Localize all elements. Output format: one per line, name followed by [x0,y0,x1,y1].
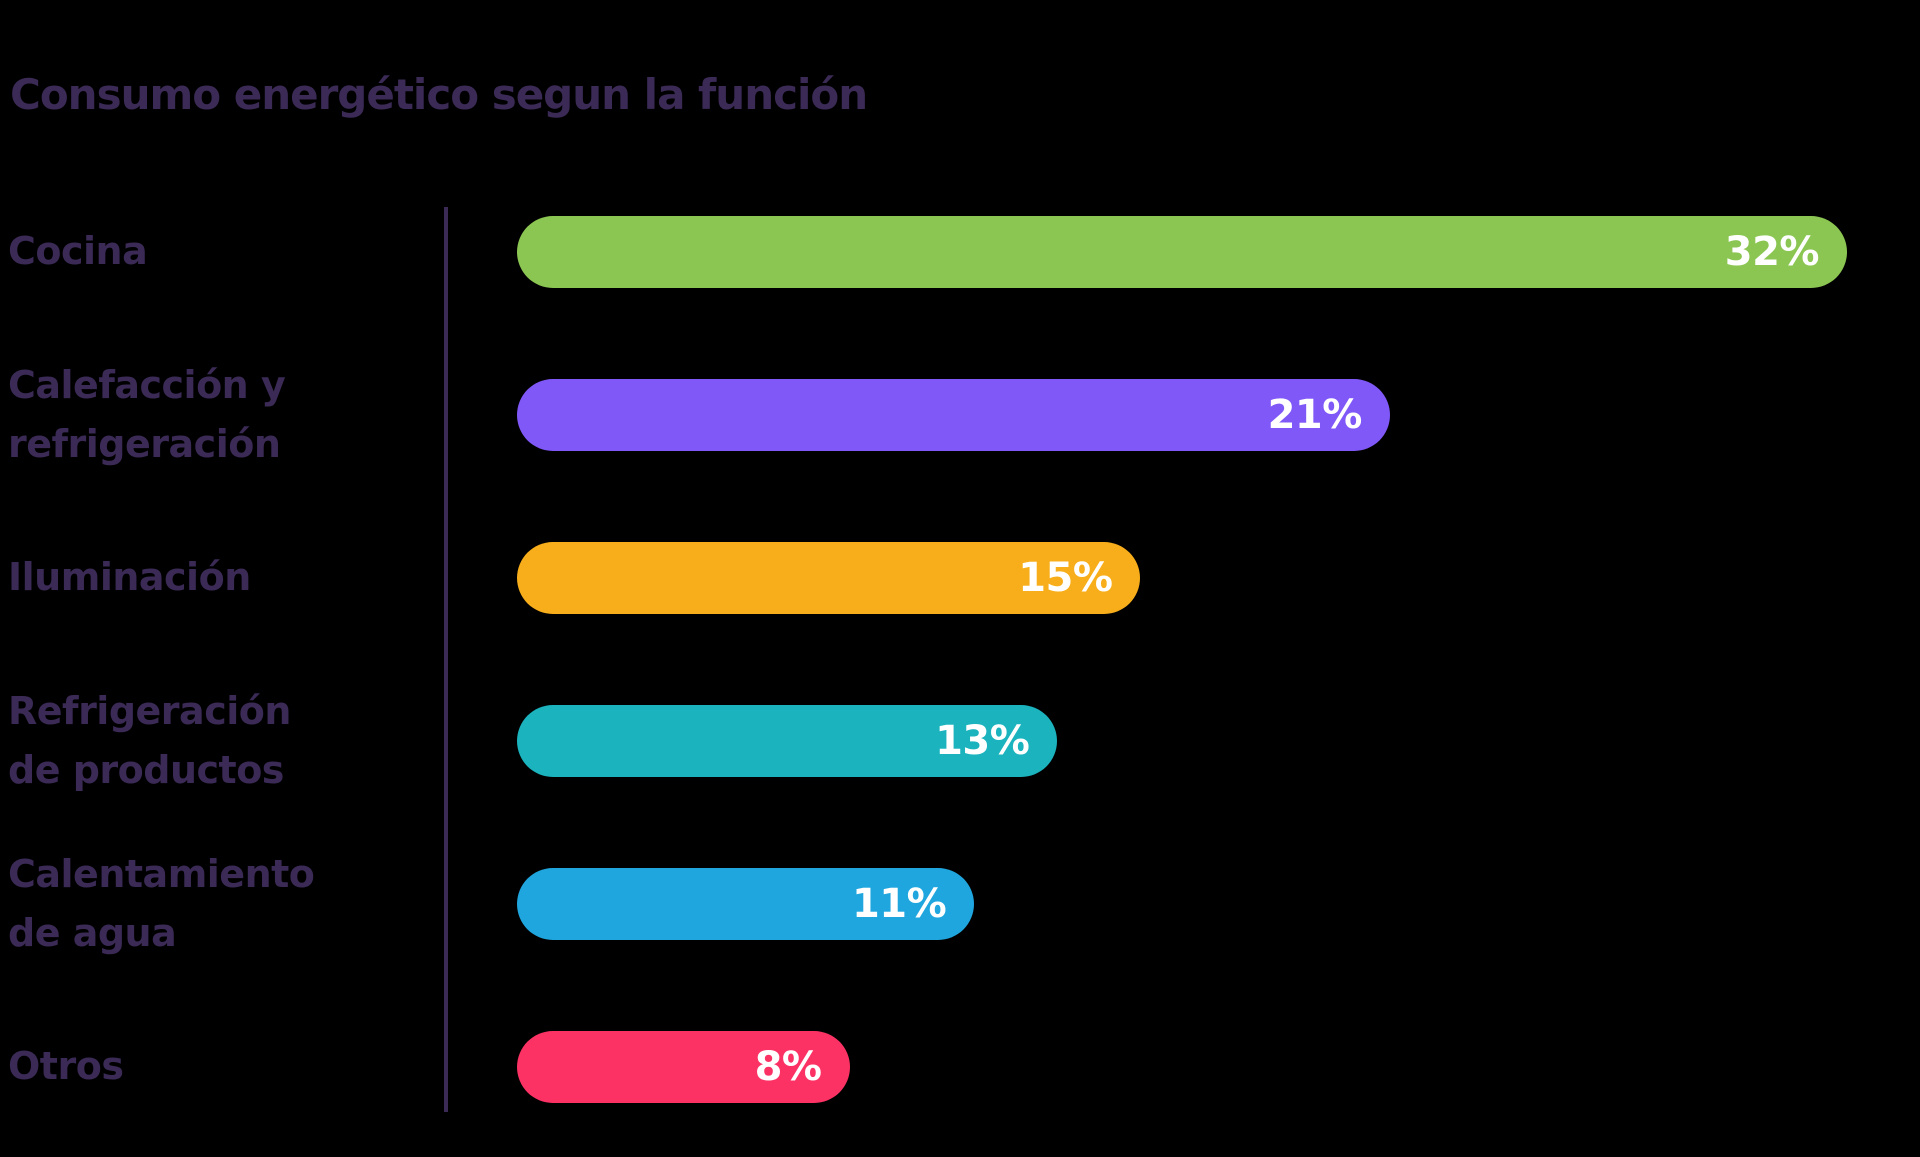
bar-track: 8% [517,1030,1847,1103]
category-label: Refrigeración de productos [8,688,291,792]
bar-chart: Cocina 32% Calefacción y refrigeración 21% I… [0,170,1920,1148]
bar-track: 15% [517,541,1847,614]
bar-segment: 13% [517,704,1058,777]
value-label: 13% [935,717,1030,764]
chart-row: Calefacción y refrigeración 21% [0,333,1920,496]
value-label: 21% [1267,391,1363,438]
chart-row: Cocina 32% [0,170,1920,333]
category-label: Cocina [8,229,148,274]
bar-track: 32% [517,215,1847,288]
chart-row: Refrigeración de productos 13% [0,659,1920,822]
bar-track: 11% [517,867,1847,940]
bar-segment: 32% [517,215,1847,288]
value-label: 11% [851,880,947,927]
value-label: 32% [1724,228,1820,275]
category-label: Calefacción y refrigeración [8,362,286,466]
bar-segment: 21% [517,378,1390,451]
bar-track: 13% [517,704,1847,777]
category-label: Otros [8,1044,124,1089]
chart-row: Otros 8% [0,985,1920,1148]
value-label: 15% [1018,554,1113,601]
category-label: Calentamiento de agua [8,851,315,955]
bar-segment: 8% [517,1030,850,1103]
bar-track: 21% [517,378,1847,451]
category-label: Iluminación [8,555,251,600]
chart-row: Iluminación 15% [0,496,1920,659]
bar-segment: 15% [517,541,1141,614]
chart-row: Calentamiento de agua 11% [0,822,1920,985]
chart-title: Consumo energético segun la función [10,70,868,119]
value-label: 8% [754,1043,822,1090]
y-axis-line [444,207,448,1112]
bar-segment: 11% [517,867,975,940]
